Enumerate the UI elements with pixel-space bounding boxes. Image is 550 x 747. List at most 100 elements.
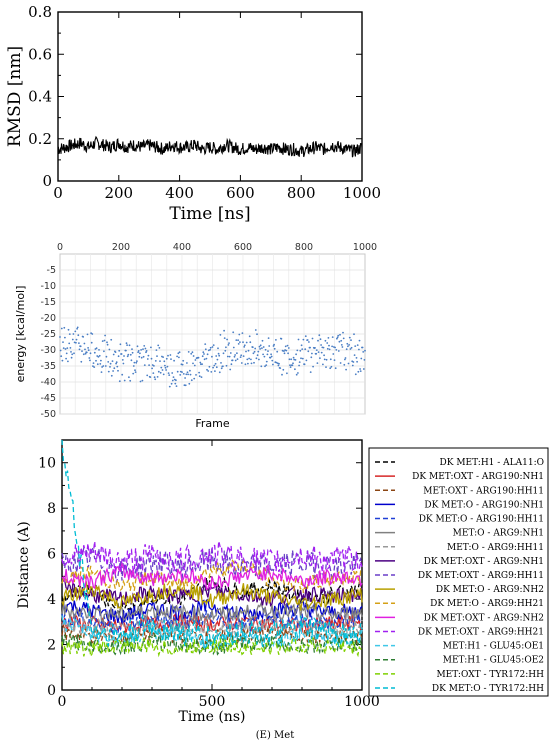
energy-data-point (220, 362, 222, 364)
energy-data-point (242, 341, 244, 344)
energy-data-point (264, 365, 266, 368)
energy-data-point (326, 342, 329, 344)
energy-data-point (74, 330, 77, 333)
energy-data-point (288, 358, 291, 361)
energy-data-point (142, 348, 144, 350)
energy-data-point (118, 349, 121, 352)
energy-data-point (130, 359, 133, 362)
energy-data-point (314, 347, 316, 349)
energy-data-point (185, 373, 188, 376)
energy-data-point (126, 344, 128, 346)
energy-data-point (107, 370, 110, 373)
energy-data-point (344, 358, 346, 361)
energy-data-point (59, 349, 62, 352)
energy-data-point (171, 372, 174, 374)
energy-data-point (350, 346, 353, 349)
energy-data-point (272, 363, 274, 366)
energy-data-point (176, 370, 179, 373)
energy-data-point (84, 348, 86, 351)
energy-data-point (357, 370, 360, 373)
energy-data-point (245, 350, 247, 353)
energy-data-point (163, 360, 166, 363)
energy-data-point (103, 350, 105, 353)
energy-data-point (224, 349, 227, 352)
energy-data-point (126, 355, 129, 358)
energy-data-point (212, 366, 215, 369)
energy-data-point (82, 353, 85, 356)
distance-y-tick-label: 2 (47, 638, 56, 654)
energy-data-point (123, 355, 125, 357)
distance-legend-box (368, 447, 549, 697)
energy-data-point (256, 354, 259, 357)
energy-data-point (186, 371, 189, 374)
energy-data-point (239, 356, 242, 358)
energy-data-point (181, 371, 183, 373)
energy-data-point (155, 349, 158, 351)
energy-data-point (247, 362, 249, 365)
energy-data-point (340, 339, 343, 342)
energy-data-point (323, 358, 326, 361)
energy-data-point (131, 351, 134, 354)
energy-data-point (363, 359, 366, 361)
energy-data-point (329, 358, 332, 361)
energy-data-point (232, 346, 235, 349)
energy-data-point (63, 326, 66, 329)
energy-data-point (167, 372, 170, 374)
energy-data-point (121, 359, 124, 361)
energy-data-point (237, 339, 240, 342)
energy-data-point (342, 337, 345, 340)
rmsd-x-tick-label: 200 (104, 184, 133, 202)
energy-data-point (236, 352, 238, 355)
energy-data-point (218, 354, 221, 357)
rmsd-y-tick-label: 0.6 (28, 45, 52, 63)
energy-data-point (100, 359, 102, 362)
energy-data-point (156, 376, 159, 378)
energy-data-point (151, 367, 154, 370)
energy-data-point (292, 356, 295, 359)
energy-data-point (168, 374, 171, 376)
energy-data-point (296, 349, 299, 352)
energy-data-point (215, 366, 218, 369)
energy-data-point (66, 347, 69, 349)
energy-data-point (198, 371, 201, 374)
energy-data-point (82, 336, 85, 338)
energy-data-point (299, 349, 302, 352)
energy-data-point (350, 339, 352, 341)
distance-x-tick-label: 1000 (344, 694, 380, 710)
energy-data-point (325, 366, 327, 368)
energy-data-point (229, 368, 232, 371)
energy-data-point (267, 337, 270, 339)
energy-data-point (77, 334, 80, 337)
distance-series-line (61, 609, 363, 636)
energy-data-point (338, 340, 341, 343)
energy-data-point (361, 346, 364, 349)
distance-series-line (61, 439, 363, 649)
energy-data-point (257, 350, 260, 353)
energy-data-point (225, 364, 228, 367)
energy-data-point (250, 358, 252, 361)
energy-data-point (88, 357, 91, 359)
energy-data-point (235, 339, 238, 341)
energy-data-point (170, 358, 172, 360)
energy-data-point (206, 368, 208, 371)
energy-data-point (362, 351, 365, 353)
energy-y-tick-label: -25 (40, 329, 56, 340)
energy-data-point (262, 346, 265, 348)
energy-x-tick-label: 0 (57, 242, 63, 253)
rmsd-plot-frame (57, 11, 363, 182)
energy-data-point (230, 363, 233, 366)
energy-data-point (217, 352, 220, 355)
energy-data-point (317, 351, 320, 353)
energy-data-point (112, 353, 115, 356)
legend-entry-label: DK MET:OXT - ARG9:NH1 (424, 557, 544, 567)
energy-data-point (98, 349, 100, 351)
energy-y-tick-label: -50 (40, 409, 56, 420)
distance-series-line (61, 544, 363, 583)
energy-data-point (65, 357, 67, 360)
energy-data-point (244, 363, 247, 366)
energy-data-point (347, 362, 350, 365)
legend-entry-label: DK MET:O - TYR172:HH (432, 684, 544, 694)
energy-data-point (344, 357, 347, 359)
energy-data-point (97, 356, 100, 358)
energy-data-point (186, 362, 188, 364)
